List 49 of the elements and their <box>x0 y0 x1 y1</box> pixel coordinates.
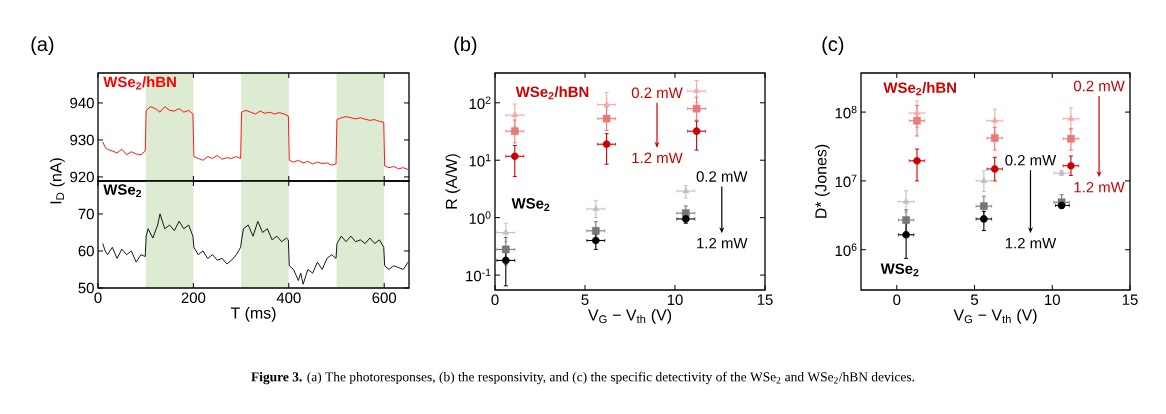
annotation: 0.2 mW <box>631 87 683 99</box>
x-tick-label: 15 <box>1122 294 1138 305</box>
x-tick-label: 10 <box>667 294 683 306</box>
y-tick-label: 10$^{8}$ <box>835 105 857 119</box>
series-label: WSe$_{2}$ <box>103 184 142 198</box>
x-tick-label: 10 <box>1045 294 1060 306</box>
y-tick-label: 70 <box>78 208 94 220</box>
annotation: 1.2 mW <box>1074 181 1125 193</box>
chart-title: (c) <box>822 36 844 56</box>
y-tick-label: 10$^{2}$ <box>469 96 491 110</box>
x-tick-label: 0 <box>893 294 901 306</box>
y-tick-label: 60 <box>78 245 94 257</box>
x-axis-title: T (ms) <box>230 306 276 322</box>
annotation: WSe$_{2}$ <box>511 198 550 211</box>
x-tick-label: 5 <box>581 294 589 305</box>
annotation: 0.2 mW <box>1005 154 1057 166</box>
x-tick-label: 400 <box>276 292 301 304</box>
chart-title: (b) <box>454 36 477 56</box>
annotation: 1.2 mW <box>697 237 748 249</box>
x-tick-label: 0 <box>94 292 102 304</box>
annotation: 1.2 mW <box>632 152 683 164</box>
x-axis-title: V$_{G}$ − V$_{th}$ (V) <box>953 308 1037 324</box>
y-tick-label: 10$^{7}$ <box>835 174 857 188</box>
y-tick-label: 920 <box>70 171 94 183</box>
annotation: WSe$_{2}$/hBN <box>515 86 589 100</box>
y-tick-label: 10$^{-1}$ <box>466 268 491 282</box>
series-label: WSe$_{2}$/hBN <box>103 76 176 90</box>
annotation: WSe$_{2}$/hBN <box>883 82 956 96</box>
x-tick-label: 0 <box>491 294 499 306</box>
x-tick-label: 15 <box>757 294 773 305</box>
y-tick-label: 50 <box>78 282 94 294</box>
x-tick-label: 600 <box>372 292 397 304</box>
annotation: 0.2 mW <box>696 171 748 182</box>
y-axis-title: I$_{D}$ (nA) <box>49 158 65 204</box>
y-tick-label: 10$^{1}$ <box>469 153 491 167</box>
y-tick-label: 940 <box>70 97 94 109</box>
annotation: 1.2 mW <box>1005 237 1057 249</box>
y-tick-label: 930 <box>70 134 94 146</box>
text: Figure 3. (a) The photoresponses, (b) the responsivity, and (c) the specific detectivity of the WSe$_{2}$ and WSe$_{2}$/hBN devices. <box>251 371 915 385</box>
y-axis-title: R (A/W) <box>445 154 461 209</box>
annotation: 0.2 mW <box>1073 80 1125 92</box>
x-tick-label: 200 <box>181 292 206 304</box>
y-tick-label: 10$^{6}$ <box>835 243 857 257</box>
chart-title: (a) <box>31 36 54 56</box>
annotation: WSe$_{2}$ <box>880 263 919 277</box>
y-axis-title: D* (Jones) <box>814 144 830 218</box>
x-tick-label: 5 <box>970 294 979 305</box>
x-axis-title: V$_{G}$ − V$_{th}$ (V) <box>588 308 672 324</box>
y-tick-label: 10$^{0}$ <box>469 211 491 224</box>
